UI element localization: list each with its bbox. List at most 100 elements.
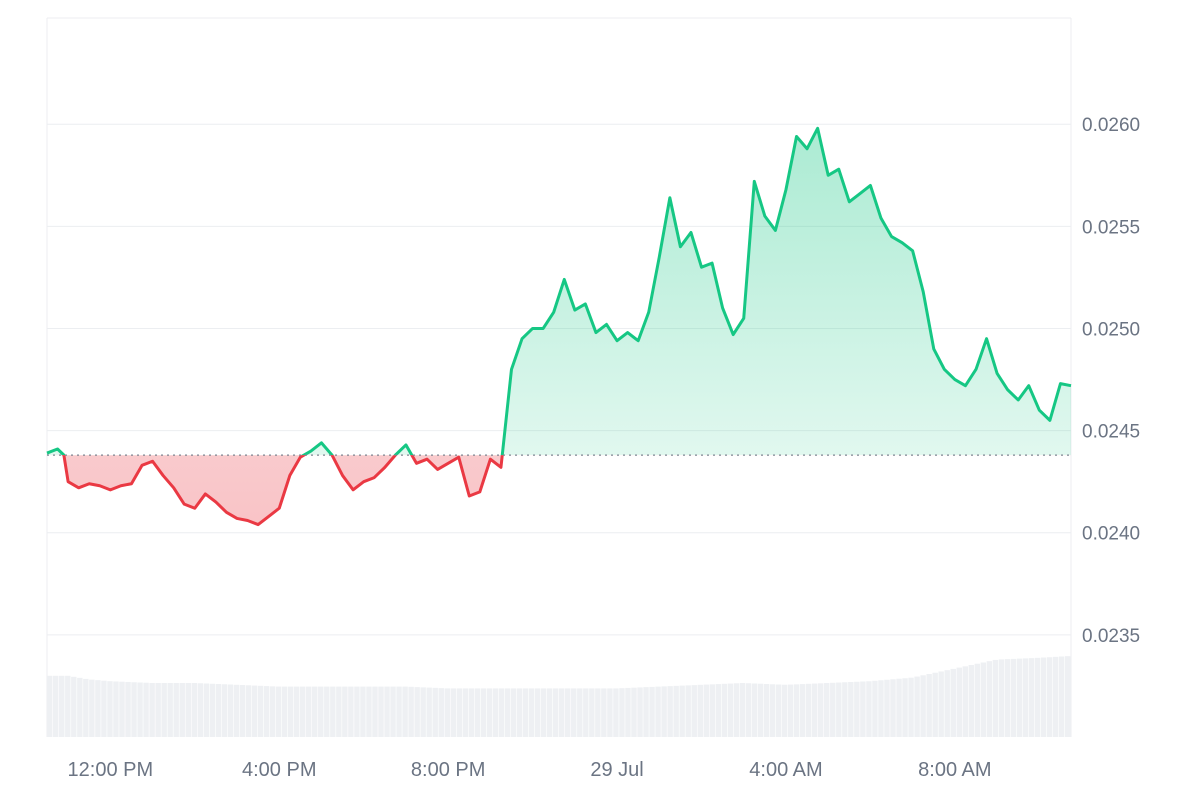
volume-bar	[757, 683, 764, 737]
volume-bar	[878, 680, 884, 737]
volume-bar	[902, 678, 908, 737]
volume-bar	[390, 686, 396, 737]
volume-bar	[227, 684, 234, 737]
volume-bar	[372, 686, 378, 737]
volume-bar	[534, 688, 541, 737]
volume-bar	[191, 683, 197, 737]
volume-bar	[860, 681, 866, 737]
volume-bar	[962, 666, 968, 737]
volume-bar	[155, 683, 161, 737]
volume-bar	[360, 686, 366, 737]
volume-bar	[601, 688, 607, 737]
volume-bar	[805, 683, 812, 737]
volume-bar	[920, 675, 926, 737]
y-tick-label: 0.0260	[1082, 115, 1140, 136]
volume-bar	[896, 678, 902, 737]
volume-bar	[185, 683, 191, 737]
volume-bar	[540, 688, 547, 737]
volume-bar	[528, 688, 535, 737]
volume-bar	[1052, 656, 1059, 737]
volume-bar	[516, 688, 523, 737]
y-tick-label: 0.0245	[1082, 422, 1140, 443]
x-tick-label: 8:00 AM	[918, 759, 991, 781]
volume-bar	[107, 681, 113, 737]
volume-bar	[444, 688, 450, 737]
volume-bar	[811, 683, 818, 737]
price-line-up	[46, 126, 1072, 456]
volume-bar	[161, 683, 167, 737]
x-tick-label: 4:00 AM	[749, 759, 822, 781]
volume-bar	[456, 688, 463, 737]
volume-bar	[1022, 658, 1029, 737]
volume-bar	[631, 687, 637, 737]
volume-bar	[685, 685, 691, 737]
volume-bar	[745, 683, 752, 737]
volume-bar	[643, 687, 649, 737]
y-tick-label: 0.0250	[1082, 319, 1140, 340]
volume-bar	[691, 685, 697, 737]
volume-bar	[336, 686, 342, 737]
volume-bar	[1028, 658, 1035, 737]
volume-bar	[414, 687, 420, 737]
volume-bar	[492, 688, 499, 737]
volume-bar	[324, 686, 330, 737]
volume-bar	[1040, 657, 1047, 737]
volume-bar	[486, 688, 493, 737]
volume-bar	[342, 686, 348, 737]
volume-bar	[607, 688, 613, 737]
x-tick-label: 8:00 PM	[411, 759, 485, 781]
volume-bar	[914, 676, 920, 737]
volume-bar	[504, 688, 511, 737]
volume-bar	[522, 688, 529, 737]
volume-bar	[215, 684, 222, 737]
volume-bar	[926, 674, 932, 737]
volume-bar	[348, 686, 354, 737]
volume-bar	[739, 683, 746, 737]
volume-bar	[763, 683, 770, 737]
volume-bar	[438, 688, 444, 737]
volume-bar	[667, 686, 673, 737]
volume-bar	[818, 683, 824, 737]
volume-bar	[974, 663, 981, 737]
y-tick-label: 0.0255	[1082, 217, 1140, 238]
volume-bar	[462, 688, 469, 737]
volume-bar	[426, 687, 432, 737]
volume-bar	[1004, 659, 1011, 737]
volume-bar	[179, 683, 185, 737]
volume-bar	[938, 671, 944, 737]
volume-bar	[281, 686, 288, 737]
volume-bar	[824, 683, 830, 737]
volume-bar	[47, 675, 53, 737]
volume-bar	[655, 686, 661, 737]
volume-bar	[251, 685, 258, 737]
volume-bar	[986, 661, 993, 737]
volume-bar	[679, 685, 685, 737]
volume-bar	[848, 682, 854, 737]
volume-bar	[263, 686, 270, 737]
price-area	[47, 128, 1071, 525]
volume-bar	[781, 684, 788, 737]
volume-bar	[769, 684, 776, 737]
volume-bar	[468, 688, 475, 737]
area-above-baseline	[47, 128, 1071, 456]
volume-bar	[703, 684, 709, 737]
volume-bar	[173, 683, 179, 737]
volume-bar	[287, 686, 294, 737]
volume-bar	[836, 682, 842, 737]
volume-bar	[565, 688, 571, 737]
volume-bar	[53, 675, 59, 737]
volume-bar	[420, 687, 426, 737]
volume-bar	[1046, 657, 1053, 737]
volume-bar	[89, 679, 95, 737]
y-tick-label: 0.0235	[1082, 626, 1140, 647]
x-tick-label: 29 Jul	[590, 759, 643, 781]
volume-bar	[450, 688, 456, 737]
volume-bar	[552, 688, 559, 737]
volume-bar	[197, 683, 204, 737]
volume-bar	[697, 684, 703, 737]
volume-bar	[956, 667, 962, 737]
volume-bar	[71, 676, 77, 737]
volume-bar	[233, 684, 240, 737]
y-tick-label: 0.0240	[1082, 524, 1140, 545]
